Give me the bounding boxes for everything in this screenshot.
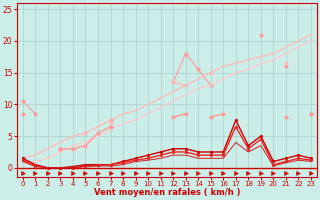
X-axis label: Vent moyen/en rafales ( km/h ): Vent moyen/en rafales ( km/h ) xyxy=(94,188,240,197)
